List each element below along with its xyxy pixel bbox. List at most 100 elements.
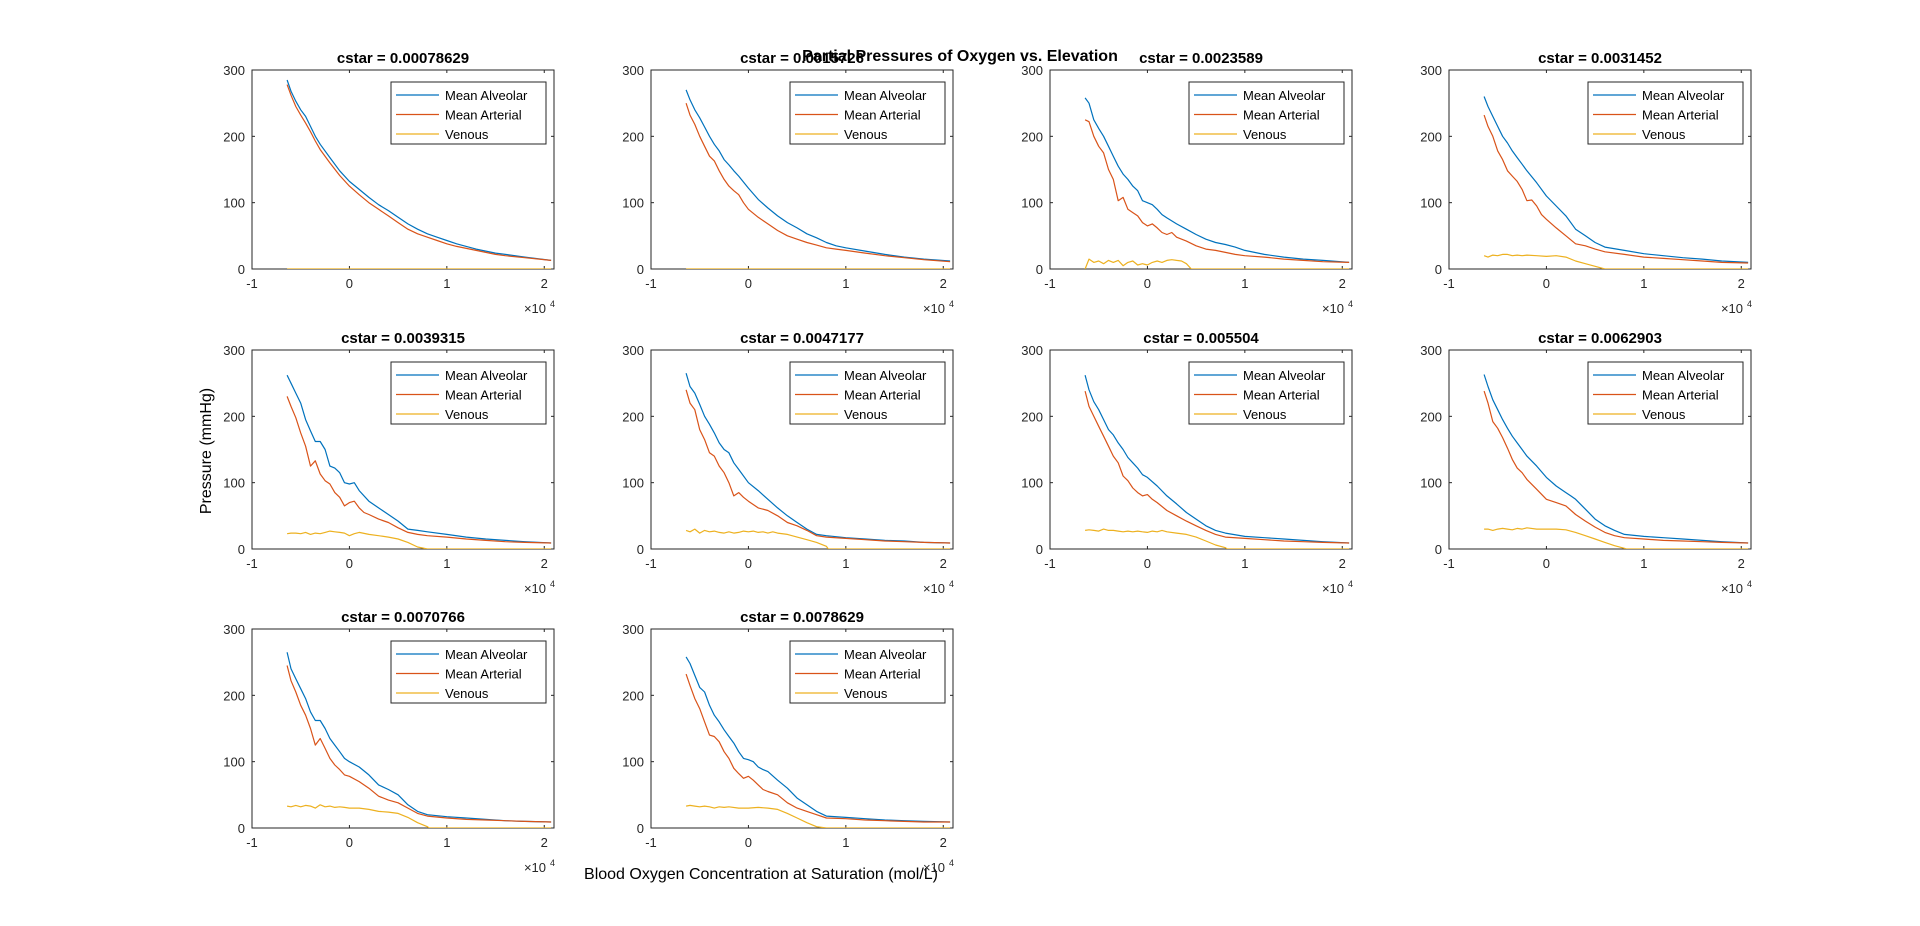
legend-entry: Venous (844, 686, 888, 701)
series-line (1084, 97, 1350, 263)
x-tick-label: 2 (940, 556, 947, 571)
y-tick-label: 300 (1420, 63, 1442, 78)
x-exponent-label: ×10 (1322, 301, 1344, 316)
y-tick-label: 300 (1021, 343, 1043, 358)
x-exponent-power: 4 (1348, 579, 1353, 589)
x-exponent-label: ×10 (1721, 301, 1743, 316)
legend-entry: Mean Alveolar (844, 368, 927, 383)
legend-entry: Mean Arterial (1243, 388, 1320, 403)
legend-entry: Mean Arterial (844, 388, 921, 403)
series-line (1084, 258, 1350, 269)
series-line (1483, 114, 1749, 264)
legend: Mean Alveolar Mean Arterial Venous (390, 361, 547, 425)
legend-entry: Venous (1243, 127, 1287, 142)
y-tick-label: 0 (1435, 262, 1442, 277)
x-exponent-power: 4 (550, 858, 555, 868)
x-tick-label: 2 (1738, 556, 1745, 571)
y-tick-label: 300 (223, 622, 245, 637)
y-tick-label: 300 (622, 622, 644, 637)
series-line (685, 103, 951, 263)
x-tick-label: 0 (745, 556, 752, 571)
series-group (286, 374, 552, 549)
x-tick-label: 2 (940, 835, 947, 850)
x-tick-label: -1 (246, 276, 258, 291)
legend-entry: Venous (1243, 407, 1287, 422)
legend: Mean Alveolar Mean Arterial Venous (789, 361, 946, 425)
subplot-title: cstar = 0.00078629 (337, 50, 469, 67)
y-tick-label: 200 (223, 409, 245, 424)
y-tick-label: 0 (238, 542, 245, 557)
x-tick-label: 1 (842, 835, 849, 850)
y-tick-label: 200 (1021, 129, 1043, 144)
subplot-title: cstar = 0.0047177 (740, 330, 864, 347)
legend: Mean Alveolar Mean Arterial Venous (789, 640, 946, 704)
x-tick-label: 1 (1241, 556, 1248, 571)
x-exponent-label: ×10 (923, 860, 945, 875)
x-tick-label: -1 (1443, 276, 1455, 291)
legend-entry: Mean Alveolar (844, 647, 927, 662)
x-exponent-power: 4 (1348, 299, 1353, 309)
series-line (1084, 390, 1350, 544)
series-line (286, 396, 552, 544)
x-tick-label: -1 (1044, 556, 1056, 571)
legend-entry: Mean Alveolar (445, 647, 528, 662)
y-tick-label: 0 (1435, 542, 1442, 557)
y-tick-label: 100 (622, 755, 644, 770)
x-tick-label: 0 (1144, 276, 1151, 291)
series-group (685, 373, 951, 549)
series-line (1085, 528, 1350, 549)
series-line (685, 528, 951, 549)
subplot-title: cstar = 0.0062903 (1538, 330, 1662, 347)
legend-entry: Mean Arterial (445, 108, 522, 123)
x-tick-label: 0 (346, 276, 353, 291)
series-line (286, 374, 552, 544)
x-tick-label: 1 (842, 276, 849, 291)
y-tick-label: 100 (1021, 476, 1043, 491)
legend: Mean Alveolar Mean Arterial Venous (1188, 361, 1345, 425)
legend-entry: Mean Arterial (445, 667, 522, 682)
x-tick-label: -1 (246, 835, 258, 850)
x-exponent-power: 4 (550, 579, 555, 589)
series-line (685, 373, 951, 544)
y-tick-label: 200 (622, 688, 644, 703)
y-tick-label: 200 (622, 129, 644, 144)
y-tick-label: 0 (637, 542, 644, 557)
y-tick-label: 100 (1021, 196, 1043, 211)
x-tick-label: 2 (541, 276, 548, 291)
x-tick-label: 0 (745, 835, 752, 850)
x-tick-label: 2 (1339, 276, 1346, 291)
figure-title: Partial Pressures of Oxygen vs. Elevatio… (802, 48, 1118, 65)
y-tick-label: 300 (223, 343, 245, 358)
x-tick-label: -1 (1044, 276, 1056, 291)
y-tick-label: 100 (1420, 196, 1442, 211)
series-group (1084, 97, 1350, 269)
subplot-title: cstar = 0.0078629 (740, 609, 864, 626)
subplot-title: cstar = 0.0023589 (1139, 50, 1263, 67)
y-tick-label: 0 (637, 262, 644, 277)
legend: Mean Alveolar Mean Arterial Venous (1587, 81, 1744, 145)
subplot-title: cstar = 0.0070766 (341, 609, 465, 626)
x-tick-label: 2 (1339, 556, 1346, 571)
series-group (685, 89, 951, 269)
series-line (685, 804, 951, 828)
y-tick-label: 100 (1420, 476, 1442, 491)
x-tick-label: 1 (443, 835, 450, 850)
x-tick-label: 1 (443, 276, 450, 291)
y-tick-label: 200 (223, 688, 245, 703)
y-tick-label: 100 (622, 196, 644, 211)
legend-entry: Mean Arterial (1642, 108, 1719, 123)
legend-entry: Mean Arterial (1642, 388, 1719, 403)
y-tick-label: 100 (223, 196, 245, 211)
legend-entry: Mean Alveolar (1243, 88, 1326, 103)
x-exponent-power: 4 (1747, 299, 1752, 309)
series-line (1483, 374, 1749, 544)
series-group (286, 79, 552, 269)
y-axis-label: Pressure (mmHg) (198, 388, 215, 514)
